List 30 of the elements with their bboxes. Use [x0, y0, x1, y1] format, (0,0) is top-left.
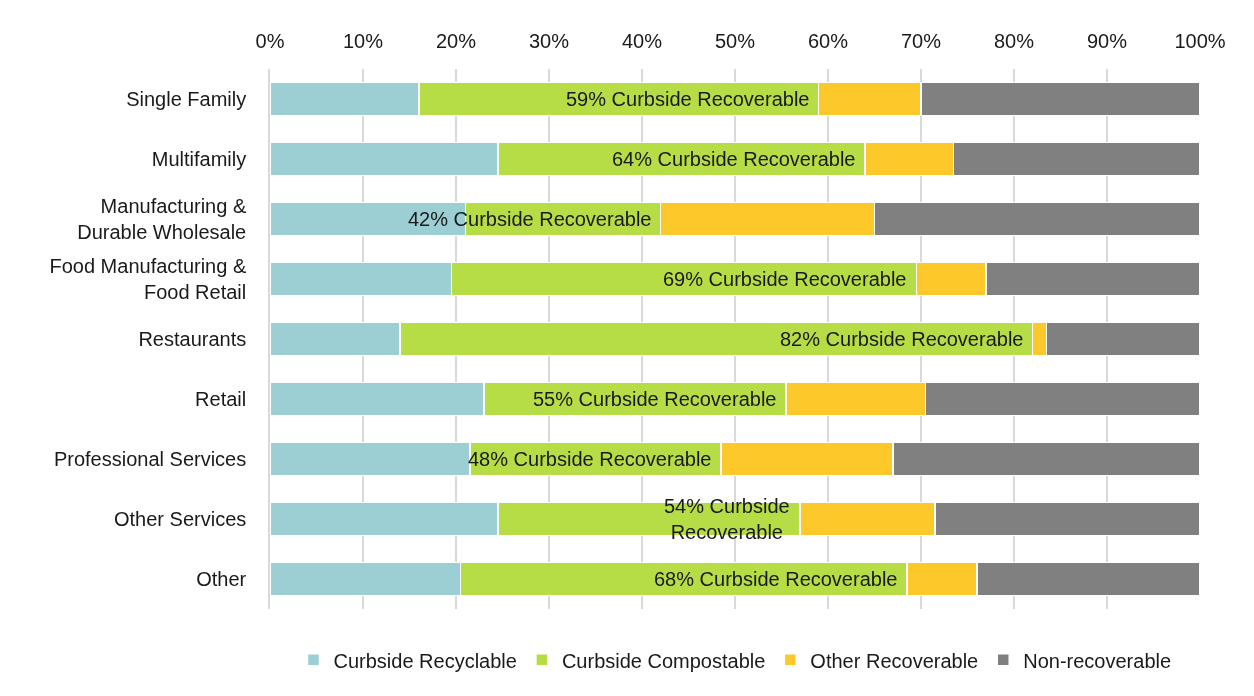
y-tick-label: Other	[196, 568, 247, 590]
annotation: 69% Curbside Recoverable	[663, 268, 907, 290]
legend-label: Curbside Compostable	[561, 649, 766, 672]
y-tick-label: Manufacturing & Durable Wholesale	[77, 195, 247, 243]
y-tick-label: Restaurants	[138, 328, 247, 350]
annotation: 82% Curbside Recoverable	[780, 328, 1024, 350]
y-tick-label: Single Family	[126, 88, 247, 110]
x-tick-label: 30%	[528, 30, 570, 52]
annotation: 68% Curbside Recoverable	[654, 568, 898, 590]
y-tick-label: Retail	[195, 388, 247, 410]
x-tick-label: 90%	[1086, 30, 1128, 52]
x-tick-label: 60%	[807, 30, 849, 52]
y-tick-label: Food Manufacturing & Food Retail	[49, 255, 247, 303]
y-tick-label: Multifamily	[151, 148, 247, 170]
x-tick-label: 0%	[255, 30, 285, 52]
x-tick-label: 50%	[714, 30, 756, 52]
legend-label: Non-recoverable	[1023, 649, 1172, 672]
x-tick-label: 10%	[342, 30, 384, 52]
legend-label: Other Recoverable	[810, 649, 979, 672]
annotation: 64% Curbside Recoverable	[612, 148, 856, 170]
x-tick-label: 40%	[621, 30, 663, 52]
x-tick-label: 20%	[435, 30, 477, 52]
y-tick-label: Professional Services	[53, 448, 247, 470]
y-tick-label: Other Services	[113, 508, 247, 530]
annotation: 55% Curbside Recoverable	[533, 388, 777, 410]
annotation: 59% Curbside Recoverable	[566, 88, 810, 110]
x-tick-label: 80%	[993, 30, 1035, 52]
legend-label: Curbside Recyclable	[333, 649, 517, 672]
x-tick-label: 70%	[900, 30, 942, 52]
x-tick-label: 100%	[1174, 30, 1226, 52]
